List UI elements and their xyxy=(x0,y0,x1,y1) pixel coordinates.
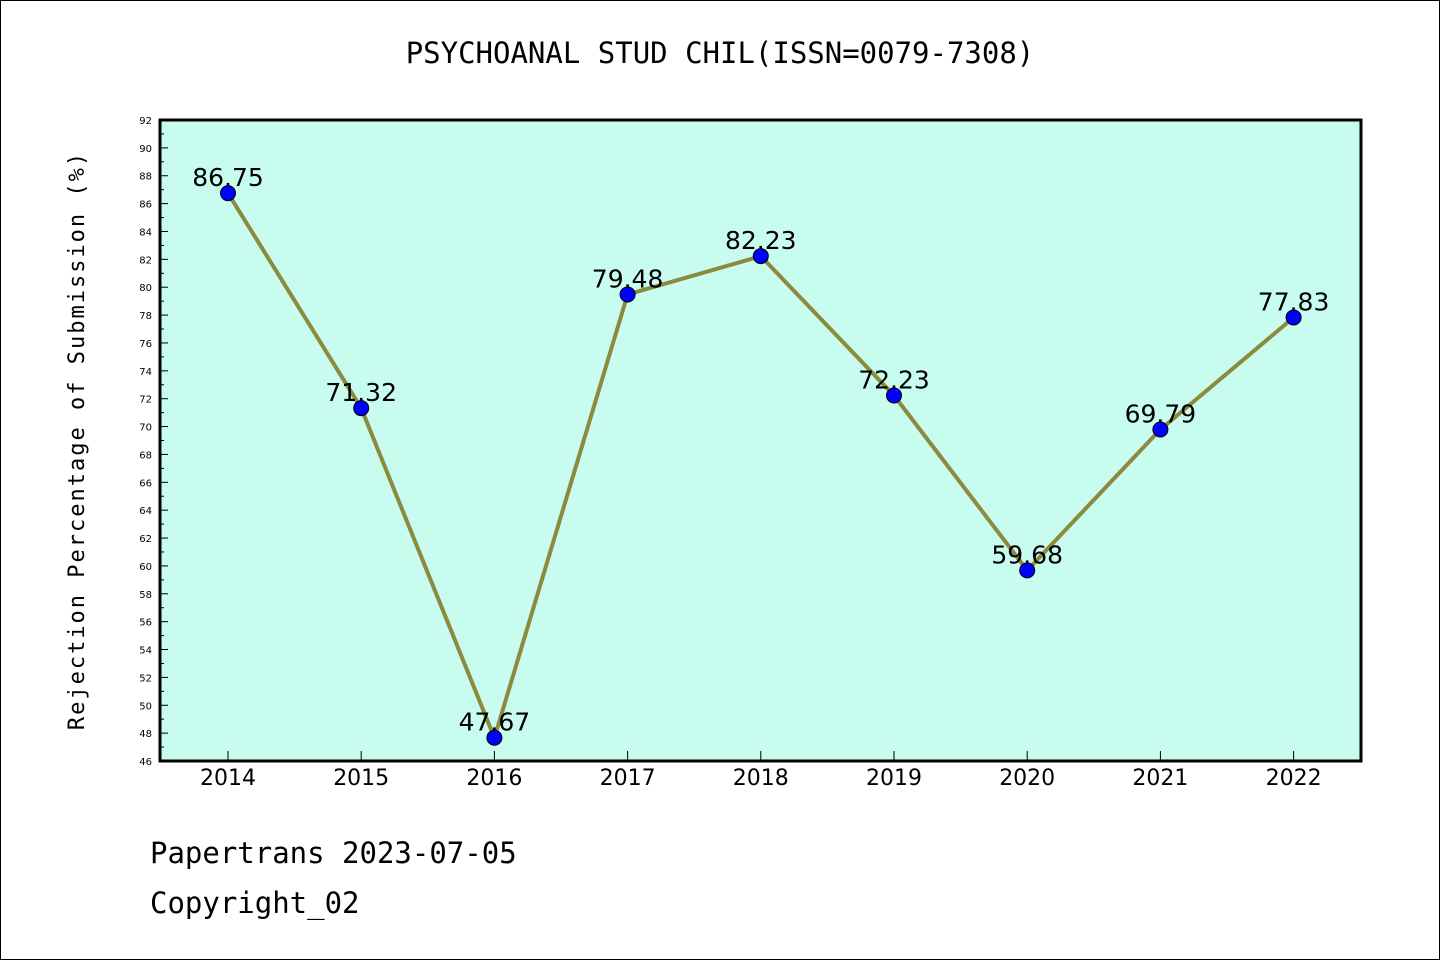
plot-area xyxy=(160,120,1361,761)
data-point xyxy=(886,387,902,404)
x-tick-label: 2015 xyxy=(333,766,389,791)
data-labels: 86.75 71.32 47.67 79.48 82.23 72.23 59.68 69.79… xyxy=(192,163,1329,737)
y-axis-label: Rejection Percentage of Submission (%) xyxy=(65,151,90,730)
y-tick-label: 92 xyxy=(139,116,152,127)
x-tick-label: 2014 xyxy=(200,766,256,791)
series-markers xyxy=(220,185,1302,746)
footer-date: Papertrans 2023-07-05 xyxy=(150,836,517,870)
y-tick-label: 50 xyxy=(139,701,152,712)
data-point xyxy=(1019,562,1036,579)
y-tick-label: 76 xyxy=(139,339,152,350)
x-tick-label: 2018 xyxy=(733,766,789,791)
y-tick-label: 70 xyxy=(139,423,152,434)
x-tick-label: 2022 xyxy=(1266,766,1322,791)
y-tick-label: 60 xyxy=(139,562,152,573)
y-tick-label: 58 xyxy=(139,590,152,601)
data-point xyxy=(1152,421,1169,438)
y-tick-label: 78 xyxy=(139,311,152,322)
data-label: 86.75 xyxy=(192,163,264,192)
chart-title: PSYCHOANAL STUD CHIL(ISSN=0079-7308) xyxy=(405,36,1035,70)
data-point xyxy=(752,248,769,265)
y-tick-label: 68 xyxy=(139,450,152,461)
data-point xyxy=(220,185,236,202)
data-label: 77.83 xyxy=(1258,287,1330,316)
y-tick-label: 74 xyxy=(139,367,152,378)
plot-border xyxy=(158,118,1363,763)
data-label: 82.23 xyxy=(725,226,797,255)
x-tick-label: 2020 xyxy=(999,766,1055,791)
data-label: 69.79 xyxy=(1125,399,1197,428)
y-tick-label: 84 xyxy=(139,227,152,238)
data-label: 47.67 xyxy=(459,708,531,737)
data-label: 72.23 xyxy=(858,365,930,394)
x-tick-label: 2017 xyxy=(600,766,656,791)
y-tick-label: 56 xyxy=(139,618,152,629)
x-tick-label: 2021 xyxy=(1132,766,1188,791)
data-point xyxy=(1285,309,1302,326)
y-tick-label: 64 xyxy=(139,506,152,517)
x-tick-label: 2019 xyxy=(866,766,922,791)
y-tick-label: 62 xyxy=(139,534,152,545)
y-tick-label: 54 xyxy=(139,646,152,657)
y-tick-label: 82 xyxy=(139,255,152,266)
y-tick-label: 80 xyxy=(139,283,152,294)
y-tick-label: 52 xyxy=(139,673,152,684)
y-tick-label: 88 xyxy=(139,172,152,183)
footer-copyright: Copyright_02 xyxy=(150,886,360,920)
y-tick-label: 48 xyxy=(139,729,152,740)
data-point xyxy=(486,729,503,746)
data-label: 59.68 xyxy=(991,540,1063,569)
x-axis: 2014 2015 2016 2017 2018 2019 2020 2021 2022 xyxy=(200,751,1322,791)
data-label: 71.32 xyxy=(325,378,397,407)
y-axis: 46 48 50 52 54 56 58 60 62 64 66 68 70 72 74 76 78 80 82 84… xyxy=(139,116,168,768)
y-tick-label: 90 xyxy=(139,144,152,155)
data-point xyxy=(353,400,370,417)
x-tick-label: 2016 xyxy=(466,766,522,791)
y-tick-label: 86 xyxy=(139,200,152,211)
y-tick-label: 46 xyxy=(139,757,152,768)
y-tick-label: 66 xyxy=(139,478,152,489)
data-label: 79.48 xyxy=(592,264,664,293)
y-tick-label: 72 xyxy=(139,395,152,406)
data-point xyxy=(619,286,636,303)
